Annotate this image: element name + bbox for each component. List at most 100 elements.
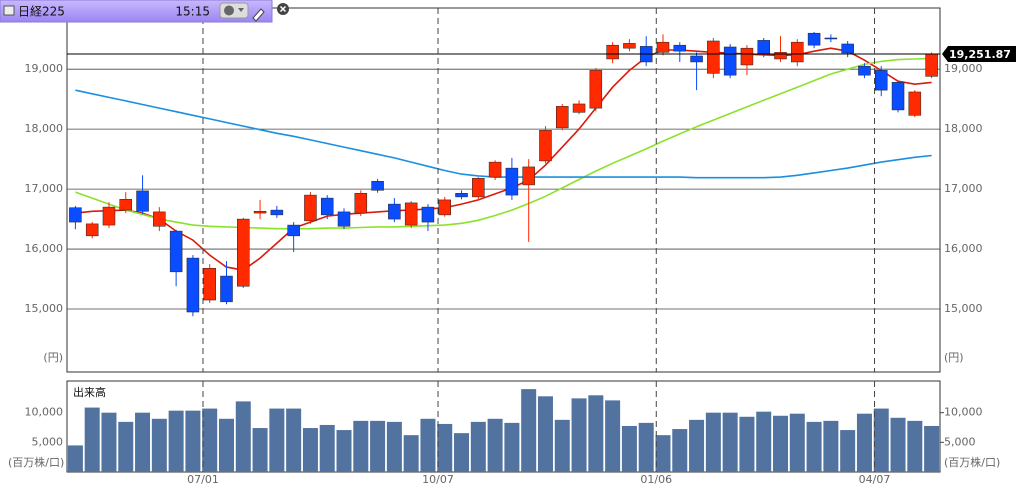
volume-bar [168, 410, 184, 472]
volume-bar [386, 421, 402, 472]
x-tick-label: 07/01 [187, 473, 219, 486]
unit-label: (円) [944, 351, 964, 364]
volume-bar [185, 410, 201, 472]
header-bar [0, 0, 273, 23]
candle-body [404, 202, 418, 226]
candle-body [85, 223, 99, 237]
volume-bar [269, 408, 285, 472]
volume-bar [202, 408, 218, 472]
candle-body [841, 43, 854, 54]
volume-bar [67, 445, 83, 472]
candle-body [169, 230, 183, 273]
close-icon [279, 5, 287, 13]
candle-body [858, 65, 871, 76]
volume-bar [252, 428, 268, 472]
candle-body [237, 218, 250, 287]
x-tick-label: 04/07 [859, 473, 891, 486]
volume-bar [789, 413, 805, 472]
candle-body [304, 194, 317, 222]
volume-bar [621, 425, 637, 472]
volume-bar [773, 415, 789, 472]
dropdown-arrow [238, 8, 244, 12]
panel-title: 出来高 [73, 385, 106, 399]
volume-bar [537, 396, 553, 472]
volume-bar [470, 421, 486, 472]
volume-bar [605, 400, 621, 472]
volume-bar [302, 428, 318, 472]
moving-average-line [75, 89, 932, 179]
candle-body [623, 43, 636, 49]
header-title: 日経225 [18, 5, 65, 19]
candle-body [522, 166, 535, 186]
volume-bar [873, 408, 889, 472]
candle-body [791, 41, 804, 63]
volume-bar [638, 422, 654, 472]
y-tick-label: 17,000 [25, 182, 64, 195]
candle-body [807, 32, 821, 46]
y-tick-label: 5,000 [944, 435, 976, 448]
volume-bar [722, 412, 738, 472]
y-tick-label: 15,000 [25, 302, 64, 315]
candle-body [690, 55, 703, 63]
candle-body [572, 103, 586, 113]
candle-body [539, 130, 552, 162]
y-tick-label: 18,000 [25, 122, 64, 135]
header-icon [3, 5, 15, 16]
candle-body [925, 53, 938, 77]
y-tick-label: 15,000 [944, 302, 983, 315]
candle-body [874, 70, 888, 91]
candle-body [740, 47, 754, 66]
unit-label: (百万株/口) [944, 455, 1000, 469]
info-icon [224, 5, 234, 16]
candle-body [472, 178, 485, 198]
candle-body [69, 207, 82, 223]
candle-body [673, 44, 687, 52]
candle-body [824, 37, 838, 40]
candle-body [421, 206, 435, 223]
moving-average-line [75, 47, 932, 271]
volume-bar [353, 420, 369, 472]
last-price-box [942, 46, 1016, 63]
volume-bar [588, 395, 604, 472]
candle-body [354, 193, 368, 214]
volume-bar [319, 424, 335, 472]
pencil-icon[interactable] [252, 8, 265, 22]
candle-body [203, 268, 216, 301]
volume-bar [739, 416, 755, 472]
volume-bar [235, 401, 251, 472]
y-tick-label: 17,000 [944, 182, 983, 195]
candle-body [908, 91, 922, 116]
candle-body [186, 257, 200, 313]
candle-body [455, 193, 468, 198]
candle-body [270, 209, 284, 216]
volume-bar [118, 421, 134, 472]
volume-bar [806, 421, 822, 472]
volume-bar [655, 435, 671, 472]
candle-body [119, 199, 133, 211]
volume-bar [689, 419, 705, 472]
plot: 15,000 15,000 16,000 16,000 17,000 17,000 18,0… [8, 8, 1016, 486]
candle-body [589, 70, 603, 109]
candle-body [606, 44, 619, 60]
candle-body [656, 41, 670, 53]
candle-body [757, 40, 770, 55]
candle-body [891, 82, 905, 111]
last-price-label: 19,251.87 [949, 48, 1011, 61]
volume-bar [403, 435, 419, 472]
candle-body [287, 224, 300, 237]
y-tick-label: 10,000 [25, 406, 64, 419]
volume-bar [840, 430, 856, 472]
candle-body [774, 52, 787, 60]
volume-bar [84, 407, 100, 472]
volume-bar [571, 398, 587, 472]
volume-bar [890, 417, 906, 472]
price-frame [66, 7, 941, 373]
volume-bar [924, 425, 940, 472]
candle-body [388, 203, 401, 220]
candle-body [371, 181, 384, 191]
volume-bar [554, 419, 570, 472]
y-tick-label: 16,000 [25, 242, 64, 255]
volume-bar [756, 411, 772, 472]
volume-bar [135, 412, 151, 472]
